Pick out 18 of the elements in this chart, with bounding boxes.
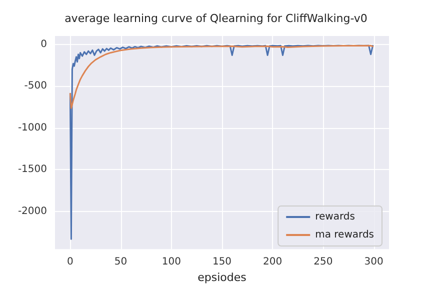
line-series — [69, 44, 374, 240]
x-tick-label: 50 — [114, 256, 128, 268]
y-tick-label: -2000 — [18, 206, 47, 217]
y-tick-label: -1000 — [18, 122, 47, 134]
y-tick-label: -500 — [24, 80, 47, 92]
x-tick-label: 200 — [263, 256, 282, 268]
line-series — [69, 44, 374, 109]
legend-label: rewards — [315, 212, 355, 222]
x-tick-label: 300 — [364, 256, 384, 268]
y-tick-label: -1500 — [18, 164, 47, 176]
x-tick-label: 0 — [66, 256, 74, 268]
chart-title: average learning curve of Qlearning for CliffWalking-v0 — [64, 12, 368, 25]
x-tick-label: 100 — [162, 256, 181, 268]
x-tick-label: 150 — [212, 256, 232, 268]
x-axis-title: epsiodes — [198, 271, 247, 284]
legend-label: ma rewards — [315, 230, 374, 240]
y-tick-label: 0 — [40, 38, 47, 50]
x-tick-label: 250 — [314, 256, 333, 268]
